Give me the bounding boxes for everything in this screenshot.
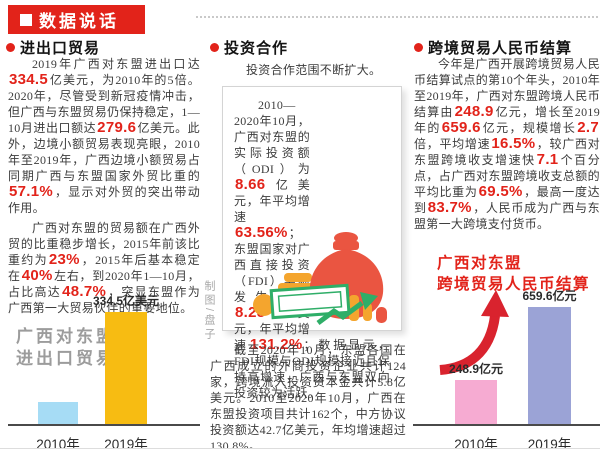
text-run: 2010—2020年10月，广西对东盟的实际投资额（ODI）为 xyxy=(234,98,310,176)
text-run: ，显示对外贸的突出带动作用。 xyxy=(8,185,200,215)
money-bag-illustration-icon xyxy=(253,232,387,325)
highlight-number: 63.56% xyxy=(235,224,288,241)
text-run: 今年是广西开展跨境贸易人民币结算试点的第10个年头，2010年至2019年，广西… xyxy=(414,57,600,119)
rmb-paragraph: 今年是广西开展跨境贸易人民币结算试点的第10个年头，2010年至2019年，广西… xyxy=(414,56,600,232)
text-run: 个百分点，占广西对东盟跨境收支总额的平均比重为 xyxy=(414,153,600,199)
highlight-number: 131.2% xyxy=(249,336,303,353)
rmb-chart-title-line2: 跨境贸易人民币结算 xyxy=(437,276,591,293)
highlight-number: 248.9 xyxy=(454,103,494,120)
x-axis-line xyxy=(413,424,600,426)
bullet-icon xyxy=(414,43,423,52)
section-header-investment: 投资合作 xyxy=(210,37,288,58)
section-title: 跨境贸易人民币结算 xyxy=(428,40,573,57)
x-axis-line xyxy=(8,424,200,426)
bullet-icon xyxy=(6,43,15,52)
text-run: 广西对东盟的贸易额在广西外贸的比重稳步增长，2015年前该比重约为 xyxy=(8,221,200,267)
trade-chart-label: 广西对东盟 进出口贸易 xyxy=(16,326,116,370)
text-run: ，人民币成为广西与东盟第一大跨境支付货币。 xyxy=(414,201,600,231)
illustrator-credit: 制图/盘子 xyxy=(203,280,215,343)
highlight-number: 8.66 xyxy=(235,176,266,193)
rmb-chart-title: 广西对东盟 跨境贸易人民币结算 xyxy=(437,253,590,295)
trade-bar-chart: 2010年 334.5亿美元 2019年 xyxy=(8,290,200,449)
bar-2019 xyxy=(105,312,147,424)
highlight-number: 69.5% xyxy=(478,183,523,200)
rmb-bar-chart: 248.9亿元 2010年 659.6亿元 2019年 xyxy=(413,287,600,449)
rmb-text-block: 今年是广西开展跨境贸易人民币结算试点的第10个年头，2010年至2019年，广西… xyxy=(414,56,600,232)
highlight-number: 23% xyxy=(48,251,80,268)
x-axis-label: 2010年 xyxy=(36,437,80,449)
text-run: ，突显东盟作为广西第一大贸易伙伴的重要地位。 xyxy=(8,285,200,315)
text-run: 2019年广西对东盟进出口达 xyxy=(32,57,200,71)
highlight-number: 40% xyxy=(21,267,53,284)
section-header-trade: 进出口贸易 xyxy=(6,37,100,58)
growth-swoosh-arrow-icon xyxy=(439,290,509,375)
investment-card: 2010—2020年10月，广西对东盟的实际投资额（ODI）为8.66亿美元，年… xyxy=(222,86,402,400)
text-run: 亿元，规模增长 xyxy=(481,121,577,135)
bar-value-label: 334.5亿美元 xyxy=(92,294,160,308)
section-header-rmb: 跨境贸易人民币结算 xyxy=(414,37,572,58)
masthead: 数据说话 xyxy=(8,5,145,34)
highlight-number: 83.7% xyxy=(427,199,472,216)
investment-card-text: 2010—2020年10月，广西对东盟的实际投资额（ODI）为8.66亿美元，年… xyxy=(234,98,390,400)
bar-2019 xyxy=(528,307,571,424)
investment-intro: 投资合作范围不断扩大。 xyxy=(222,62,402,78)
text-run: 亿美元，为2010年的5倍。2020年，尽管受到新冠疫情冲击，但广西与东盟贸易仍… xyxy=(8,73,200,135)
text-run: 亿美元。此外，边境小额贸易表现亮眼，2010年至2019年，广西边境小额贸易占同… xyxy=(8,121,200,183)
highlight-number: 16.5% xyxy=(491,135,536,152)
highlight-number: 659.6 xyxy=(441,119,481,136)
trade-chart-label-line2: 进出口贸易 xyxy=(16,349,116,368)
dotted-divider xyxy=(196,16,598,18)
trade-paragraph-2: 广西对东盟的贸易额在广西外贸的比重稳步增长，2015年前该比重约为23%，201… xyxy=(8,220,200,316)
text-run: 亿美元，年平均增速 xyxy=(234,178,310,224)
square-bullet-icon xyxy=(20,13,32,26)
masthead-title: 数据说话 xyxy=(39,12,119,31)
trade-chart-label-line1: 广西对东盟 xyxy=(16,327,116,346)
bar-value-label: 248.9亿元 xyxy=(448,362,504,376)
investment-intro-text: 投资合作范围不断扩大。 xyxy=(246,63,382,77)
x-axis-label: 2019年 xyxy=(527,437,572,449)
investment-bottom-paragraph: 截至2020年10月，东盟各国在广西成立的外商投资企业共计124家，跨境流入投资… xyxy=(210,343,406,449)
bar-column-2010: 248.9亿元 2010年 xyxy=(449,360,503,449)
text-run: ，最高一度达到 xyxy=(414,185,600,215)
bar-column-2019: 334.5亿美元 2019年 xyxy=(93,292,159,449)
trade-paragraph-1: 2019年广西对东盟进出口达334.5亿美元，为2010年的5倍。2020年，尽… xyxy=(8,56,200,216)
highlight-number: 48.7% xyxy=(62,283,107,300)
highlight-number: 334.5 xyxy=(9,71,49,88)
rmb-chart-title-line1: 广西对东盟 xyxy=(437,255,523,272)
section-title: 进出口贸易 xyxy=(20,40,101,57)
investment-card-paragraph: 2010—2020年10月，广西对东盟的实际投资额（ODI）为8.66亿美元，年… xyxy=(234,97,390,401)
x-axis-label: 2019年 xyxy=(104,437,148,449)
highlight-number: 2.7 xyxy=(577,119,599,136)
bar-2010 xyxy=(455,380,497,424)
section-title: 投资合作 xyxy=(224,40,289,57)
bar-2010 xyxy=(38,402,78,424)
bullet-icon xyxy=(210,43,219,52)
text-run: 左右，到2020年1—10月，占比高达 xyxy=(8,269,200,299)
text-run: ，2015年后基本稳定在 xyxy=(8,253,200,283)
trade-text-block: 2019年广西对东盟进出口达334.5亿美元，为2010年的5倍。2020年，尽… xyxy=(8,56,200,316)
bar-column-2010: 2010年 xyxy=(36,399,80,449)
investment-bottom-text: 截至2020年10月，东盟各国在广西成立的外商投资企业共计124家，跨境流入投资… xyxy=(210,342,406,449)
highlight-number: 57.1% xyxy=(9,183,54,200)
text-run: ；数据显示，FDI规模与ODI规模接近且保持高增速，广西与东盟双向投资较为活跃。 xyxy=(234,338,390,400)
text-run: 亿元，增长至2019年的 xyxy=(414,105,600,135)
text-run: ，较广西对东盟跨境收支增速快 xyxy=(414,137,600,167)
highlight-number: 279.6 xyxy=(97,119,137,136)
text-run: 倍，平均增速 xyxy=(414,137,491,151)
bar-column-2019: 659.6亿元 2019年 xyxy=(522,287,576,449)
x-axis-label: 2010年 xyxy=(454,437,498,449)
bar-value-label: 659.6亿元 xyxy=(522,289,577,303)
highlight-number: 7.1 xyxy=(536,151,559,168)
